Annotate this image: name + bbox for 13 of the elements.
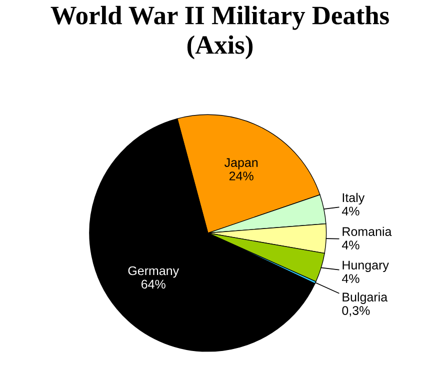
slice-label: Germany [128, 266, 180, 278]
data-label: 64% [141, 280, 166, 289]
data-label: 4% [342, 240, 360, 250]
data-label: 4% [342, 274, 360, 283]
data-label: 4% [342, 206, 360, 216]
slice-label: Hungary [342, 260, 389, 272]
slice-label: Romania [342, 226, 392, 236]
slice-label: Japan [224, 158, 258, 170]
slice-label: Bulgaria [342, 292, 388, 304]
data-label: 24% [229, 172, 254, 180]
slice-label: Italy [342, 192, 365, 205]
data-label: 0,3% [342, 306, 370, 316]
chart-title: World War II Military Deaths (Axis) [50, 6, 389, 60]
